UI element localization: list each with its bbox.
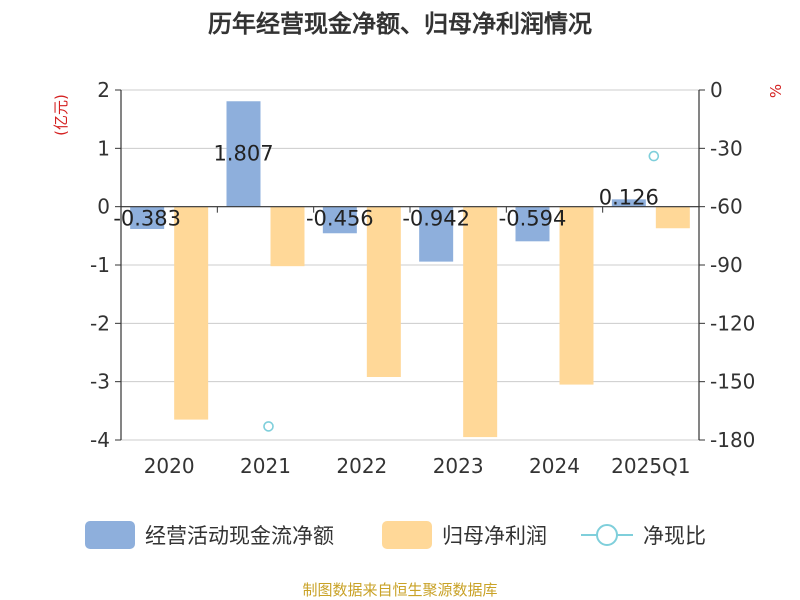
bar-net-profit bbox=[174, 206, 209, 420]
right-tick-label: -90 bbox=[710, 253, 743, 277]
right-tick-label: -120 bbox=[710, 311, 755, 335]
data-label-cash-flow: -0.383 bbox=[113, 207, 181, 231]
bar-cash-flow bbox=[226, 101, 261, 207]
legend: 经营活动现金流净额 归母净利润 净现比 bbox=[85, 521, 706, 549]
right-tick-label: -30 bbox=[710, 136, 743, 160]
bar-net-profit bbox=[366, 206, 401, 377]
category-label: 2025Q1 bbox=[611, 454, 690, 478]
data-label-cash-flow: -0.594 bbox=[499, 207, 567, 231]
bar-cash-flow bbox=[611, 199, 646, 207]
data-label-cash-flow: -0.942 bbox=[402, 207, 470, 231]
category-label: 2022 bbox=[336, 454, 387, 478]
bar-cash-flow bbox=[322, 206, 357, 234]
tick-labels: 2 1 0 -1 -2 -3 -4 0 -30 -60 -90 -120 -150 -180 2020 202… bbox=[90, 78, 755, 478]
right-axis-unit: % bbox=[767, 84, 785, 98]
ratio-point bbox=[263, 421, 274, 432]
data-label-cash-flow: 0.126 bbox=[599, 186, 659, 210]
left-tick-label: -1 bbox=[90, 253, 110, 277]
bars bbox=[130, 101, 690, 438]
right-tick-label: -180 bbox=[710, 428, 755, 452]
bar-cash-flow bbox=[515, 206, 550, 242]
legend-swatch-net-profit bbox=[382, 521, 432, 549]
legend-label-net-profit: 归母净利润 bbox=[442, 524, 547, 548]
ratio-point bbox=[648, 150, 660, 162]
left-tick-label: 1 bbox=[97, 136, 110, 160]
right-tick-label: -60 bbox=[710, 195, 743, 219]
bar-net-profit bbox=[270, 206, 305, 267]
category-label: 2023 bbox=[433, 454, 484, 478]
legend-label-cash-flow: 经营活动现金流净额 bbox=[145, 524, 334, 548]
category-label: 2021 bbox=[240, 454, 291, 478]
left-tick-label: 0 bbox=[97, 195, 110, 219]
left-tick-label: -2 bbox=[90, 311, 110, 335]
bar-cash-flow bbox=[130, 206, 165, 230]
legend-swatch-cash-flow bbox=[85, 521, 135, 549]
data-label-cash-flow: -0.456 bbox=[306, 207, 374, 231]
axes bbox=[115, 89, 705, 441]
bar-net-profit bbox=[559, 206, 594, 385]
left-tick-label: -4 bbox=[90, 428, 110, 452]
bar-net-profit bbox=[655, 206, 690, 229]
right-tick-label: 0 bbox=[710, 78, 723, 102]
bar-cash-flow bbox=[419, 206, 454, 262]
source-note: 制图数据来自恒生聚源数据库 bbox=[302, 581, 497, 599]
ratio-points bbox=[263, 150, 660, 432]
legend-label-ratio: 净现比 bbox=[643, 524, 706, 548]
legend-marker-ratio bbox=[596, 524, 618, 546]
category-label: 2020 bbox=[144, 454, 195, 478]
category-label: 2024 bbox=[529, 454, 580, 478]
left-tick-label: 2 bbox=[97, 78, 110, 102]
left-axis-unit: (亿元) bbox=[52, 94, 70, 136]
left-tick-label: -3 bbox=[90, 370, 110, 394]
right-tick-label: -150 bbox=[710, 370, 755, 394]
data-labels: -0.383 1.807 -0.456 -0.942 -0.594 0.126 bbox=[113, 141, 659, 230]
bar-net-profit bbox=[463, 206, 498, 438]
chart-title: 历年经营现金净额、归母净利润情况 bbox=[208, 10, 592, 38]
data-label-cash-flow: 1.807 bbox=[213, 141, 273, 165]
